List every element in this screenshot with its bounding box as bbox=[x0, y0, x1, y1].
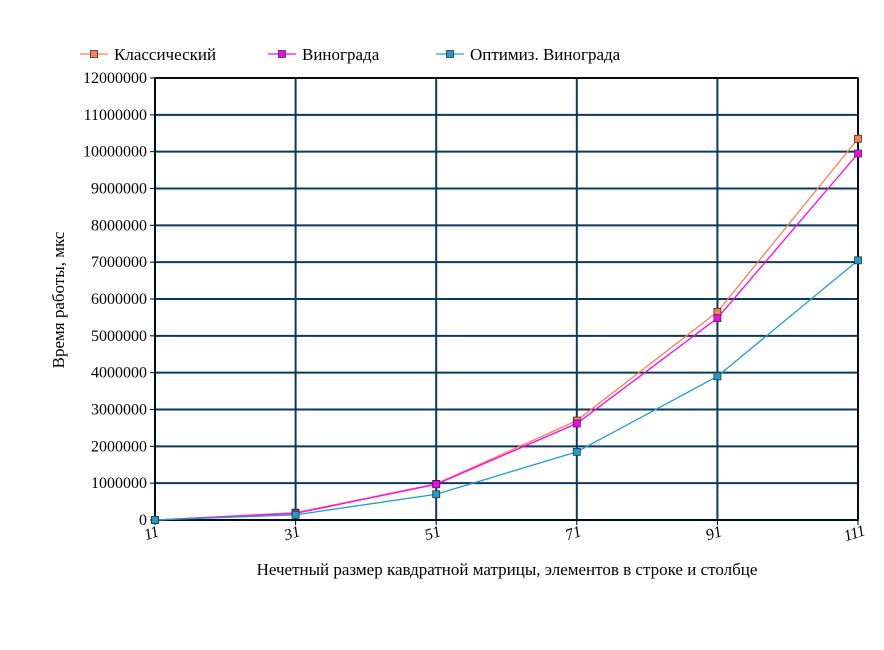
series-2 bbox=[151, 256, 862, 524]
x-axis-label: Нечетный размер кавдратной матрицы, элем… bbox=[257, 560, 758, 579]
data-point bbox=[713, 314, 722, 323]
y-tick-label: 6000000 bbox=[91, 291, 147, 308]
y-tick-label: 10000000 bbox=[83, 144, 147, 161]
legend-swatch-marker bbox=[278, 50, 286, 58]
y-tick-label: 0 bbox=[139, 512, 147, 529]
legend-item: Классический bbox=[80, 45, 216, 64]
x-tick-label: 71 bbox=[563, 523, 583, 544]
data-point bbox=[151, 516, 159, 524]
y-tick-label: 12000000 bbox=[83, 70, 147, 87]
x-tick-label: 11 bbox=[142, 523, 161, 544]
y-tick-label: 8000000 bbox=[91, 217, 147, 234]
data-point bbox=[572, 419, 581, 428]
grid bbox=[154, 77, 859, 521]
data-point bbox=[432, 480, 441, 489]
data-point bbox=[432, 490, 441, 499]
series-0 bbox=[151, 134, 862, 524]
y-tick-label: 1000000 bbox=[91, 475, 147, 492]
y-tick-label: 2000000 bbox=[91, 438, 147, 455]
y-tick-label: 5000000 bbox=[91, 328, 147, 345]
series-line bbox=[154, 259, 859, 521]
x-tick-label: 31 bbox=[281, 523, 302, 544]
y-tick-label: 4000000 bbox=[91, 365, 147, 382]
data-point bbox=[854, 256, 862, 265]
data-point bbox=[854, 134, 862, 143]
series-layer bbox=[151, 134, 862, 524]
y-tick-label: 9000000 bbox=[91, 181, 147, 198]
x-tick-label: 111 bbox=[842, 522, 868, 545]
data-point bbox=[854, 149, 862, 158]
y-tick-label: 11000000 bbox=[84, 107, 147, 124]
x-tick-label: 91 bbox=[704, 523, 724, 544]
series-line bbox=[154, 138, 859, 521]
legend-item: Оптимиз. Винограда bbox=[436, 45, 621, 64]
y-axis-ticks: 0 1000000 2000000 3000000 4000000 5000000 6000… bbox=[83, 70, 155, 529]
legend: Классический Винограда Оптимиз. Винограда bbox=[80, 45, 621, 64]
legend-label: Оптимиз. Винограда bbox=[470, 45, 621, 64]
data-point bbox=[291, 510, 300, 519]
y-axis-label: Время работы, мкс bbox=[49, 231, 68, 368]
data-point bbox=[713, 372, 722, 381]
legend-label: Классический bbox=[114, 45, 216, 64]
x-tick-label: 51 bbox=[423, 523, 443, 544]
x-axis-ticks: 11 31 51 71 91 111 bbox=[142, 520, 868, 545]
y-tick-label: 7000000 bbox=[91, 254, 147, 271]
legend-label: Винограда bbox=[302, 45, 380, 64]
data-point bbox=[572, 447, 581, 456]
y-tick-label: 3000000 bbox=[91, 402, 147, 419]
series-line bbox=[154, 153, 859, 521]
legend-swatch-marker bbox=[446, 50, 454, 58]
legend-item: Винограда bbox=[268, 45, 380, 64]
legend-swatch-marker bbox=[90, 50, 98, 58]
